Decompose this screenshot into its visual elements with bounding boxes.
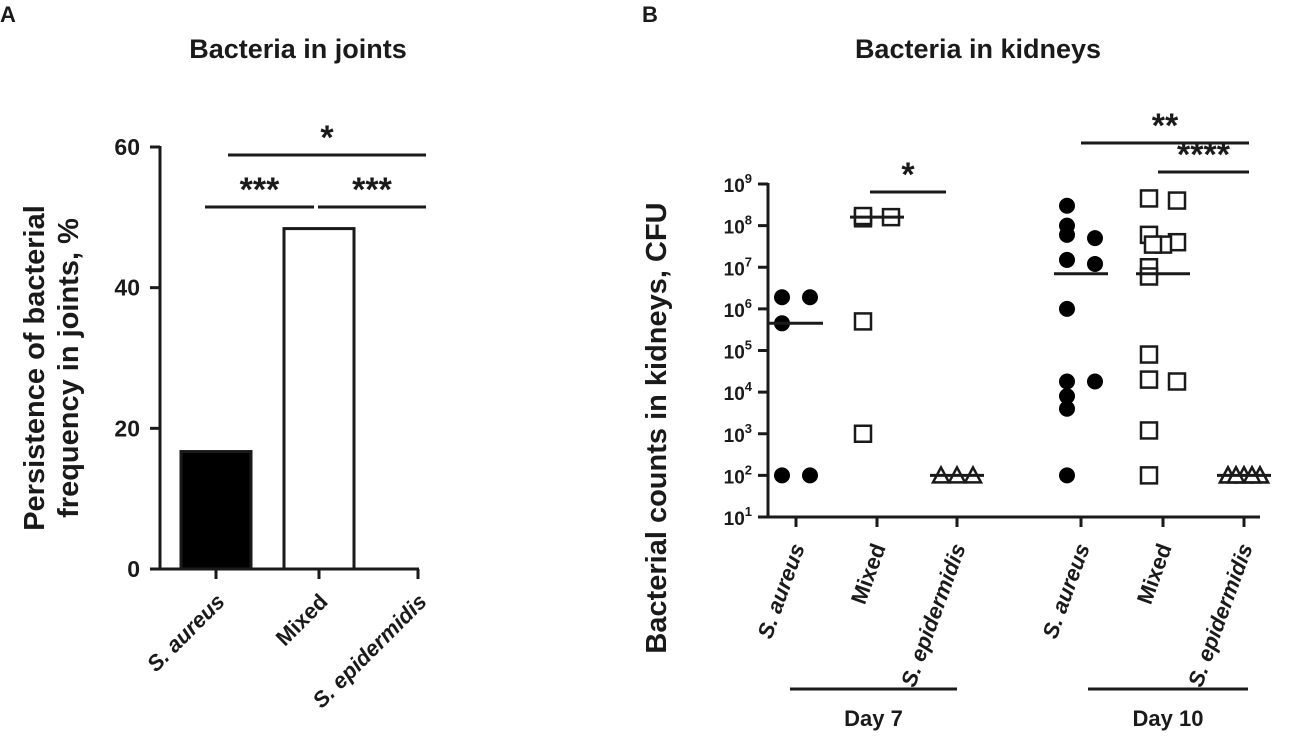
panel-b-xtick-label: S. epidermidis <box>1183 540 1258 690</box>
panel-b-point-square <box>1143 235 1163 254</box>
panel-b-ytick-base: 10 <box>724 301 745 322</box>
panel-b-point-square <box>1139 345 1159 364</box>
panel-b-point-circle <box>1059 226 1075 243</box>
panel-b-ytick-label: 103 <box>724 421 752 447</box>
panel-a-xtick-label: S. aureus <box>142 589 230 677</box>
panel-b-significance-label: * <box>901 156 915 194</box>
panel-b-label: B <box>642 2 658 27</box>
panel-b-ytick-exponent: 2 <box>745 462 752 477</box>
panel-b-xtick-label: S. epidermidis <box>896 540 971 690</box>
panel-b-point-circle <box>1059 467 1075 484</box>
panel-b-point-circle <box>802 289 818 306</box>
panel-b-ytick-exponent: 6 <box>745 296 752 311</box>
panel-b-ytick-base: 10 <box>724 343 745 364</box>
panel-b-ytick-base: 10 <box>724 467 745 488</box>
panel-b-ytick-base: 10 <box>724 218 745 239</box>
panel-b-point-circle <box>774 467 790 484</box>
panel-b-ytick-exponent: 4 <box>745 379 753 394</box>
panel-b-ytick-exponent: 7 <box>745 254 752 269</box>
panel-b-point-circle <box>1059 300 1075 317</box>
panel-b-point-square <box>853 312 873 331</box>
panel-b-xtick-label: S. aureus <box>752 540 809 642</box>
panel-a-significance-label: *** <box>240 171 280 209</box>
panel-b-ytick-label: 109 <box>724 171 752 197</box>
panel-a-label: A <box>0 2 16 27</box>
panel-a-significance-label: * <box>320 119 334 157</box>
panel-b-point-square <box>1139 370 1159 389</box>
panel-a-ytick-label: 20 <box>114 415 140 441</box>
panel-b-xtick-label: Mixed <box>846 540 891 607</box>
panel-a: A Bacteria in joints Persistence of bact… <box>0 2 432 713</box>
panel-b-point-circle <box>1087 255 1103 272</box>
panel-b-significance-label: ** <box>1152 107 1179 145</box>
panel-b-point-circle <box>1059 388 1075 405</box>
panel-b-point-circle <box>1059 251 1075 268</box>
panel-b-point-circle <box>774 289 790 306</box>
panel-b-ytick-exponent: 1 <box>745 504 752 519</box>
panel-b-point-square <box>1139 421 1159 440</box>
panel-a-bar <box>179 450 253 571</box>
panel-b-title: Bacteria in kidneys <box>855 34 1101 64</box>
panel-b-point-square <box>1167 191 1187 210</box>
panel-b-ytick-label: 107 <box>724 254 752 280</box>
panel-b: B Bacteria in kidneys Bacterial counts i… <box>641 2 1271 731</box>
panel-a-xtick-label: Mixed <box>271 589 333 651</box>
panel-a-bar <box>282 227 356 571</box>
panel-a-title: Bacteria in joints <box>189 34 407 64</box>
panel-b-xtick-label: S. aureus <box>1037 540 1094 642</box>
panel-b-ytick-label: 104 <box>724 379 753 405</box>
panel-b-ytick-label: 106 <box>724 296 752 322</box>
panel-b-ytick-label: 101 <box>724 504 752 530</box>
panel-b-point-circle <box>1059 373 1075 390</box>
panel-b-ytick-base: 10 <box>724 509 745 530</box>
panel-a-ylabel-line1: Persistence of bacterial <box>19 205 51 531</box>
panel-b-ytick-base: 10 <box>724 259 745 280</box>
panel-a-ytick-label: 0 <box>127 556 140 582</box>
panel-b-point-square <box>1139 267 1159 286</box>
panel-b-timepoint-label: Day 7 <box>844 706 903 731</box>
panel-b-ytick-base: 10 <box>724 426 745 447</box>
panel-b-ytick-label: 105 <box>724 338 752 364</box>
panel-b-ytick-exponent: 8 <box>745 213 752 228</box>
panel-a-ytick-label: 60 <box>114 134 140 160</box>
panel-b-ytick-base: 10 <box>724 384 745 405</box>
panel-b-timepoint-label: Day 10 <box>1133 706 1204 731</box>
panel-b-point-circle <box>1087 373 1103 390</box>
panel-b-ytick-base: 10 <box>724 176 745 197</box>
panel-b-ytick-exponent: 9 <box>745 171 752 186</box>
panel-b-point-circle <box>1059 400 1075 417</box>
panel-b-point-square <box>1167 372 1187 391</box>
panel-a-ytick-label: 40 <box>114 275 140 301</box>
panel-b-ytick-label: 102 <box>724 462 752 488</box>
panel-b-xtick-label: Mixed <box>1132 540 1177 607</box>
panel-b-point-circle <box>1059 197 1075 214</box>
panel-b-ytick-label: 108 <box>724 213 752 239</box>
panel-b-ytick-exponent: 5 <box>745 338 752 353</box>
panel-b-point-circle <box>802 467 818 484</box>
panel-b-point-square <box>1139 189 1159 208</box>
panel-b-ytick-exponent: 3 <box>745 421 752 436</box>
panel-a-ylabel-line2: frequency in joints, % <box>53 218 85 518</box>
panel-b-significance-label: **** <box>1177 136 1231 174</box>
panel-b-point-circle <box>1087 230 1103 247</box>
panel-b-point-square <box>853 424 873 443</box>
panel-a-significance-label: *** <box>352 171 392 209</box>
panel-b-point-square <box>1139 466 1159 485</box>
panel-b-ylabel: Bacterial counts in kidneys, CFU <box>641 202 673 653</box>
